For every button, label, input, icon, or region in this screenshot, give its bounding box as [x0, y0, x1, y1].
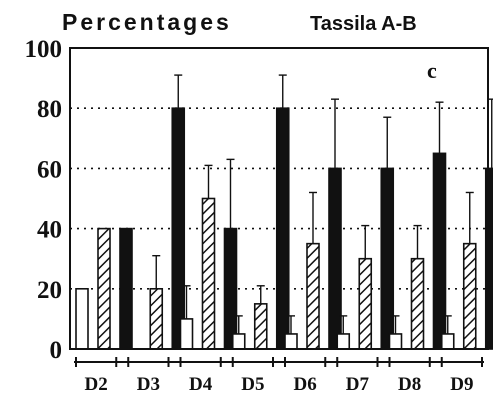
bar-solid	[380, 167, 395, 350]
bar-open	[336, 333, 351, 350]
bar-hatched	[462, 242, 477, 350]
y-tick-label: 80	[37, 96, 62, 123]
bar-open	[231, 333, 246, 350]
plot-frame	[69, 47, 489, 350]
bar-hatched	[358, 257, 373, 350]
y-tick-label: 100	[25, 36, 63, 63]
bar-solid	[223, 227, 238, 350]
y-axis-ticks: 0 20 40 60 80 100	[25, 36, 63, 364]
bar-open	[440, 333, 455, 350]
x-tick-label: D9	[450, 374, 473, 395]
x-tick-label: D3	[137, 374, 160, 395]
bar-solid	[432, 152, 447, 350]
bar-solid	[328, 167, 342, 350]
bar-open	[388, 333, 403, 350]
chart-subtitle: Tassila A-B	[310, 13, 417, 35]
x-tick-label: D5	[241, 374, 264, 395]
bar-open	[179, 318, 194, 350]
y-tick-label: 60	[37, 156, 62, 183]
bar-hatched	[253, 303, 268, 350]
y-tick-label: 40	[37, 217, 62, 244]
bar-hatched	[201, 197, 216, 350]
bar-hatched	[410, 257, 425, 350]
bar-solid	[275, 107, 290, 350]
x-tick-label: D2	[85, 374, 108, 395]
x-tick-label: D7	[346, 374, 370, 395]
x-tick-label: D8	[398, 374, 421, 395]
bar-solid	[119, 227, 133, 350]
bar-hatched	[97, 227, 111, 350]
bar-open	[284, 333, 298, 350]
chart-title: Percentages	[62, 9, 232, 35]
bar-solid	[484, 167, 493, 350]
y-tick-label: 0	[50, 337, 63, 364]
bar-solid	[171, 107, 186, 350]
x-axis: D2 D3 D4 D5 D6 D7 D8 D9	[74, 357, 484, 395]
bar-hatched	[306, 242, 320, 350]
y-tick-label: 20	[37, 277, 62, 304]
x-tick-label: D6	[294, 374, 317, 395]
panel-label: c	[427, 58, 437, 83]
bars	[75, 74, 493, 350]
x-tick-label: D4	[189, 374, 213, 395]
bar-hatched	[149, 287, 164, 350]
bar-open	[75, 287, 89, 350]
